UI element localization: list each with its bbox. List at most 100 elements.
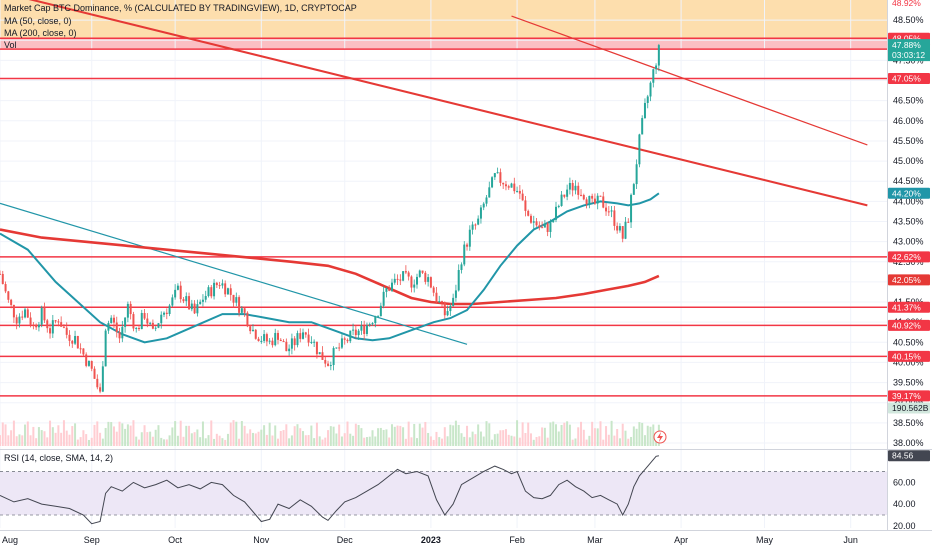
volume-bar: [221, 438, 224, 446]
candle-body: [135, 327, 138, 329]
candle-body: [118, 332, 121, 339]
candle-body: [371, 323, 374, 325]
candle-body: [282, 341, 285, 343]
candle-body: [315, 341, 318, 355]
volume-bar: [402, 427, 405, 446]
volume-bar: [49, 420, 52, 446]
rsi-legend[interactable]: RSI (14, close, SMA, 14, 2): [4, 453, 113, 463]
time-axis[interactable]: Aug Sep Oct Nov Dec 2023 Feb Mar Apr May Jun: [2, 535, 858, 545]
candle-body: [229, 288, 232, 295]
trend-line-blue[interactable]: [0, 202, 468, 345]
volume-bar: [602, 439, 605, 446]
volume-bar: [502, 430, 505, 446]
candle-body: [396, 278, 399, 280]
volume-bar: [446, 436, 449, 446]
volume-bar: [580, 421, 583, 446]
volume-bar: [596, 428, 599, 446]
candle-body: [124, 317, 127, 327]
time-tick-label: Sep: [84, 535, 100, 545]
level-badge: 42.62%: [892, 252, 921, 262]
candle-body: [146, 318, 149, 324]
volume-bar: [418, 423, 421, 446]
volume-bar: [182, 436, 185, 446]
candle-body: [349, 330, 352, 342]
volume-bar: [429, 436, 432, 446]
vol-legend[interactable]: Vol: [4, 40, 17, 50]
countdown-badge: 03:03:12: [892, 50, 925, 60]
candle-body: [460, 264, 463, 271]
rsi-value-badge-bg: [888, 450, 930, 462]
candle-body: [263, 334, 266, 341]
candle-body: [165, 312, 168, 314]
candle-body: [588, 195, 591, 205]
volume-bar: [552, 421, 555, 446]
candle-body: [235, 297, 238, 303]
candle-body: [104, 330, 107, 367]
candle-body: [193, 303, 196, 314]
price-tick-label: 44.50%: [893, 176, 924, 186]
volume-bar: [396, 425, 399, 446]
volume-bar: [51, 427, 54, 446]
volume-bar: [199, 437, 202, 446]
trend-line-red[interactable]: [511, 15, 868, 146]
ma200-line[interactable]: [0, 228, 660, 306]
volume-bar: [201, 421, 204, 446]
rsi-line[interactable]: [0, 455, 660, 525]
volume-bar: [26, 421, 29, 446]
rsi-tick-label: 40.00: [893, 499, 916, 509]
volume-bar: [299, 428, 302, 446]
volume-bar: [399, 425, 402, 446]
candle-body: [477, 218, 480, 225]
ma200-legend[interactable]: MA (200, close, 0): [4, 28, 77, 38]
candle-body: [188, 296, 191, 310]
candle-body: [82, 348, 85, 355]
volume-bar: [374, 436, 377, 446]
trend-line-red[interactable]: [0, 0, 868, 207]
volume-bar: [365, 437, 368, 446]
candle-body: [199, 301, 202, 305]
time-tick-label: Oct: [168, 535, 183, 545]
candle-body: [393, 278, 396, 283]
volume-bar: [240, 421, 243, 446]
volume-bar: [93, 424, 96, 446]
volume-bar: [157, 425, 160, 446]
volume-bar: [568, 424, 571, 446]
volume-bar: [496, 433, 499, 446]
candle-body: [246, 312, 249, 327]
legend: Market Cap BTC Dominance, % (CALCULATED …: [4, 3, 357, 50]
candle-body: [516, 190, 519, 192]
price-tick-label: 38.00%: [893, 438, 924, 448]
candle-body: [555, 206, 557, 220]
time-tick-label: Nov: [253, 535, 270, 545]
volume-bar: [271, 435, 274, 446]
volume-bar: [352, 435, 355, 446]
level-badge: 47.05%: [892, 74, 921, 84]
volume-bar: [279, 430, 282, 446]
volume-bar: [135, 436, 138, 446]
candle-body: [343, 338, 346, 340]
volume-bar: [574, 438, 577, 446]
candle-body: [290, 338, 293, 349]
price-tick-label: 43.00%: [893, 237, 924, 247]
volume-bar: [377, 428, 380, 446]
candle-body: [232, 294, 235, 303]
candle-body: [402, 271, 405, 281]
candle-body: [532, 221, 535, 223]
lightning-icon[interactable]: [653, 430, 667, 444]
candle-body: [190, 303, 193, 310]
candle-body: [438, 301, 441, 303]
ma50-line[interactable]: [0, 192, 660, 344]
volume-bar: [146, 432, 149, 446]
candle-body: [99, 387, 102, 392]
candle-body: [338, 347, 341, 349]
volume-bar: [29, 435, 32, 446]
time-tick-label: Feb: [509, 535, 525, 545]
candle-body: [410, 276, 413, 288]
candle-body: [260, 340, 263, 342]
volume-bar: [546, 437, 549, 446]
level-badge-bg: [888, 319, 930, 331]
ma50-legend[interactable]: MA (50, close, 0): [4, 16, 72, 26]
candle-body: [57, 321, 60, 323]
moving-average-layer: [0, 192, 660, 344]
